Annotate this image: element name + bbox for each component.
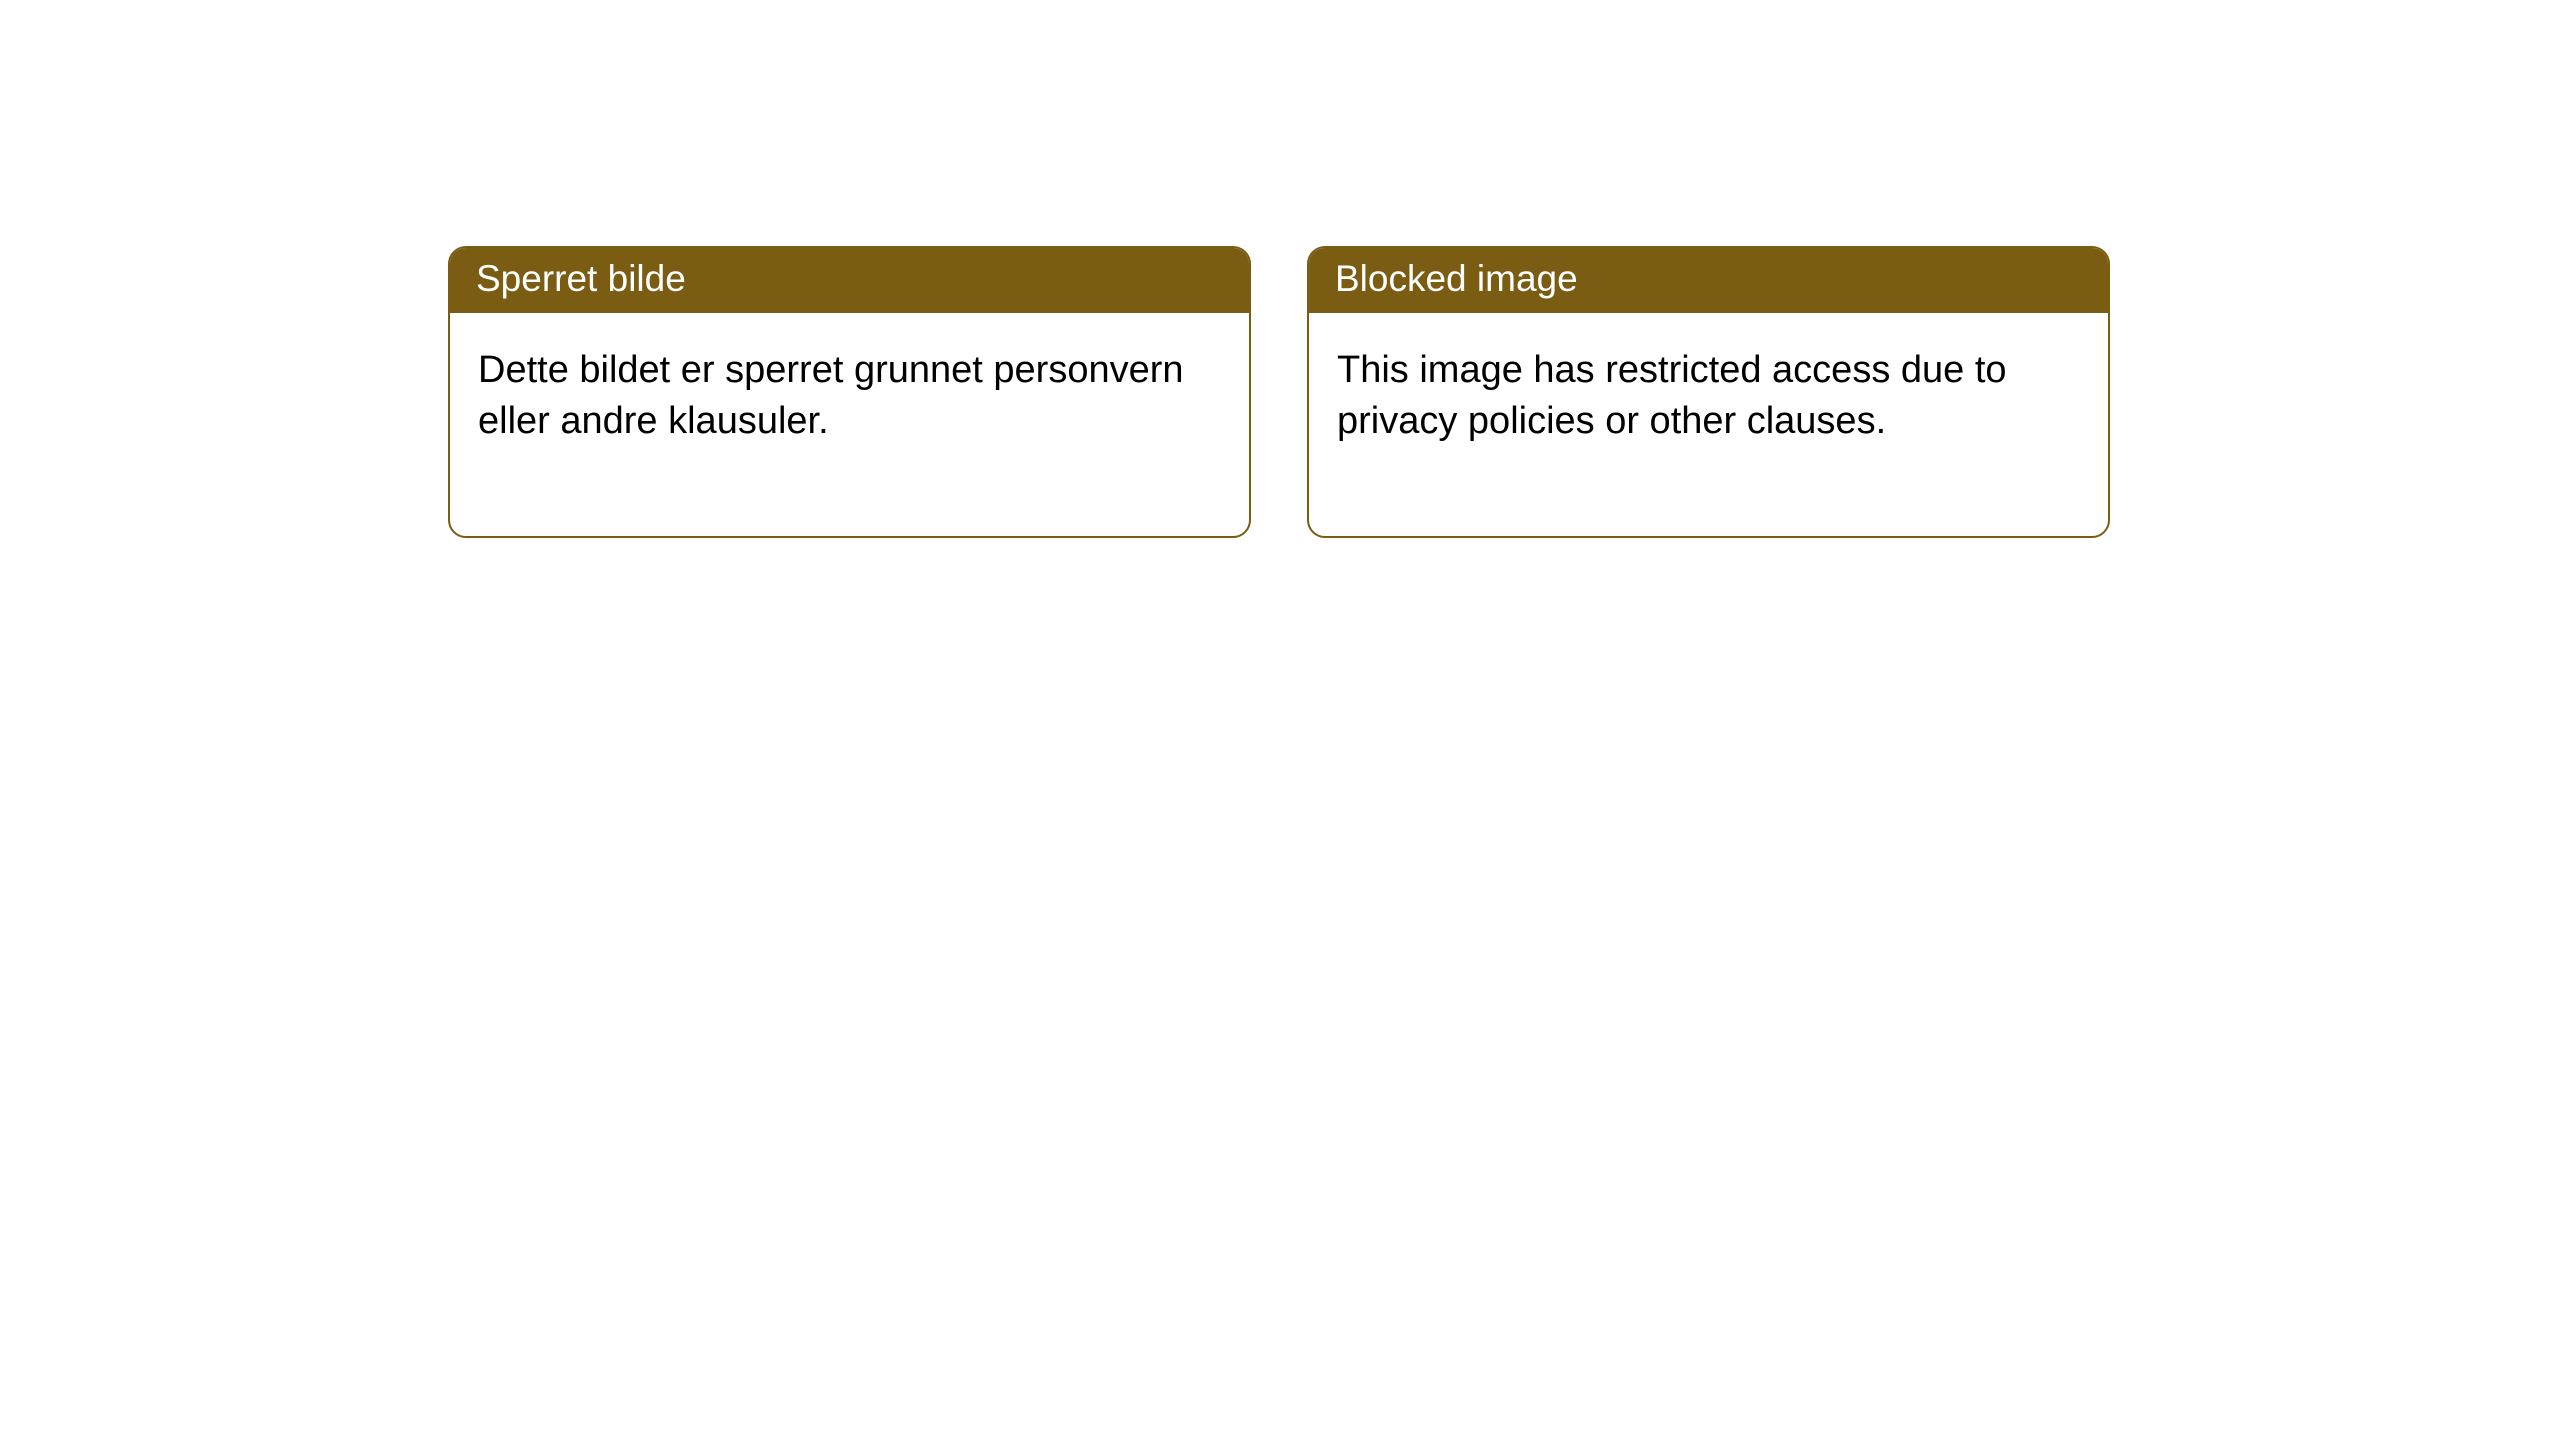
notice-card-norwegian: Sperret bilde Dette bildet er sperret gr… (448, 246, 1251, 538)
notice-title: Sperret bilde (476, 258, 686, 299)
notice-title: Blocked image (1335, 258, 1578, 299)
notice-header: Sperret bilde (450, 248, 1249, 313)
notice-body-text: Dette bildet er sperret grunnet personve… (478, 349, 1184, 442)
notice-header: Blocked image (1309, 248, 2108, 313)
notice-card-english: Blocked image This image has restricted … (1307, 246, 2110, 538)
notice-body: Dette bildet er sperret grunnet personve… (450, 313, 1249, 536)
notice-body: This image has restricted access due to … (1309, 313, 2108, 536)
notice-container: Sperret bilde Dette bildet er sperret gr… (0, 0, 2560, 538)
notice-body-text: This image has restricted access due to … (1337, 349, 2007, 442)
